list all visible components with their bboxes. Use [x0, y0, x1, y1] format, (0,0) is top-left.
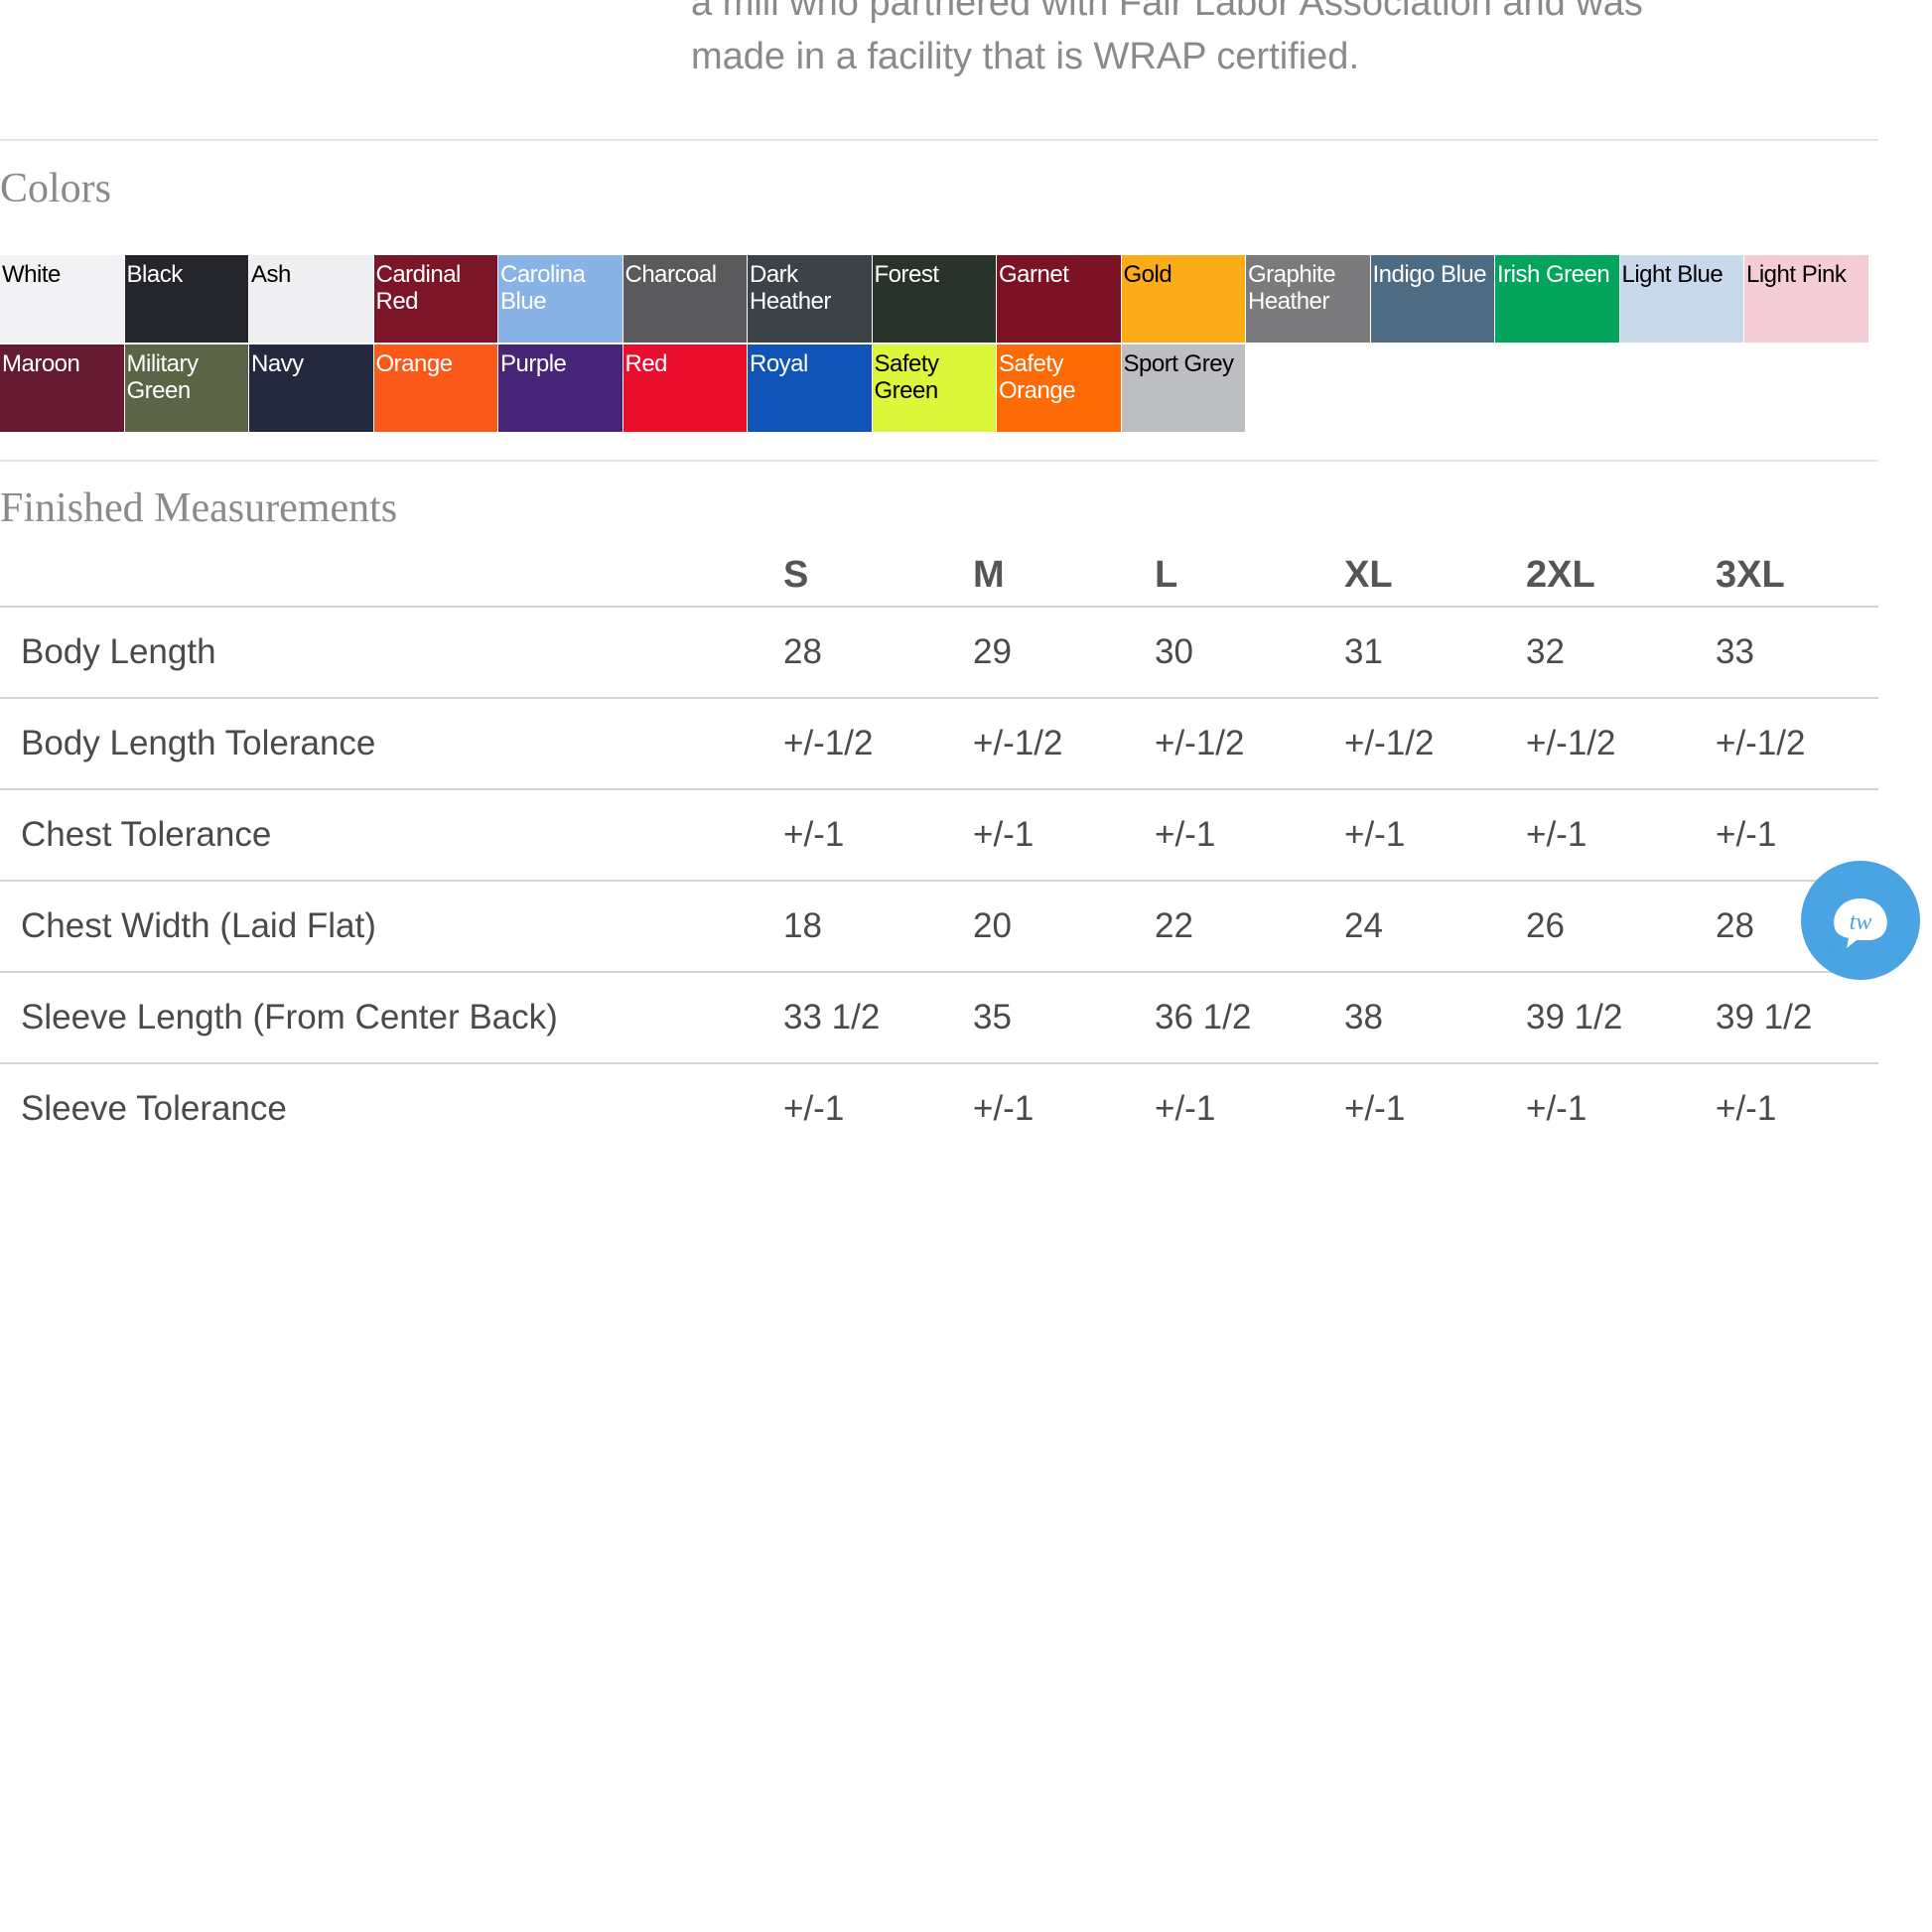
color-swatch-safety-orange[interactable]: Safety Orange	[997, 345, 1121, 432]
measurement-value: +/-1	[973, 789, 1155, 882]
measurement-value: 30	[1155, 607, 1344, 699]
measurement-value: +/-1	[783, 1089, 845, 1128]
measurement-label: Body Length	[0, 607, 783, 699]
chat-bubble-icon: tw	[1819, 879, 1902, 962]
divider	[0, 460, 1878, 462]
measurement-label: Body Length Tolerance	[0, 698, 783, 790]
table-row: Chest Tolerance +/-1 +/-1 +/-1 +/-1 +/-1 +/-1	[0, 789, 1878, 882]
table-row: Body Length 28 29 30 31 32 33	[0, 607, 1878, 699]
measurement-value: 20	[973, 881, 1155, 973]
row-label-header	[0, 544, 783, 608]
color-swatch-safety-green[interactable]: Safety Green	[872, 345, 996, 432]
size-header-row: S M L XL 2XL 3XL	[0, 544, 1878, 608]
measurement-label: Sleeve Length (From Center Back)	[0, 972, 783, 1064]
divider	[0, 139, 1878, 141]
color-swatch-forest[interactable]: Forest	[872, 255, 996, 343]
measurement-value: 39 1/2	[1526, 972, 1716, 1064]
measurement-value: +/-1	[1155, 1089, 1216, 1128]
table-row: Body Length Tolerance +/-1/2 +/-1/2 +/-1/2 +…	[0, 698, 1878, 790]
measurement-value: 32	[1526, 607, 1716, 699]
color-swatch-black[interactable]: Black	[124, 255, 248, 343]
measurement-value: +/-1	[1526, 789, 1716, 882]
size-header-m: M	[973, 544, 1155, 608]
measurement-label: Chest Width (Laid Flat)	[0, 881, 783, 973]
measurement-value: +/-1	[1344, 789, 1526, 882]
chat-widget-label: tw	[1850, 909, 1872, 935]
color-swatch-charcoal[interactable]: Charcoal	[622, 255, 747, 343]
measurement-label: Chest Tolerance	[0, 789, 783, 882]
measurement-value: 39 1/2	[1716, 972, 1878, 1064]
color-swatch-gold[interactable]: Gold	[1121, 255, 1245, 343]
color-swatch-navy[interactable]: Navy	[249, 345, 373, 432]
measurement-value: 31	[1344, 607, 1526, 699]
measurement-value: 38	[1344, 972, 1526, 1064]
measurement-value: +/-1/2	[1155, 698, 1344, 790]
color-swatch-maroon[interactable]: Maroon	[0, 345, 124, 432]
measurement-value: +/-1/2	[1526, 698, 1716, 790]
measurement-value: +/-1/2	[973, 698, 1155, 790]
product-description: a mill who partnered with Fair Labor Ass…	[691, 0, 1882, 83]
color-swatch-garnet[interactable]: Garnet	[997, 255, 1121, 343]
color-swatch-sport-grey[interactable]: Sport Grey	[1121, 345, 1245, 432]
chat-widget-button[interactable]: tw	[1801, 861, 1920, 980]
color-swatch-military-green[interactable]: Military Green	[124, 345, 248, 432]
table-row: Sleeve Tolerance +/-1 +/-1 +/-1 +/-1 +/-1 +/-1	[0, 1063, 1878, 1154]
color-swatch-white[interactable]: White	[0, 255, 124, 343]
color-swatch-light-blue[interactable]: Light Blue	[1619, 255, 1743, 343]
measurements-heading: Finished Measurements	[0, 485, 398, 531]
table-row: Sleeve Length (From Center Back) 33 1/2 35…	[0, 972, 1878, 1064]
size-chart-table: S M L XL 2XL 3XL Body Length 28 29 30 31 32 33 Body …	[0, 544, 1878, 1154]
description-line-1: a mill who partnered with Fair Labor Ass…	[691, 0, 1643, 24]
measurement-value: 28	[783, 607, 973, 699]
color-swatch-irish-green[interactable]: Irish Green	[1495, 255, 1619, 343]
measurement-value: 33	[1716, 607, 1878, 699]
description-line-2: made in a facility that is WRAP certifie…	[691, 36, 1359, 77]
measurement-value: 18	[783, 881, 973, 973]
measurement-label: Sleeve Tolerance	[21, 1089, 287, 1128]
size-header-3xl: 3XL	[1716, 544, 1878, 608]
measurement-value: 35	[973, 972, 1155, 1064]
color-swatch-light-pink[interactable]: Light Pink	[1744, 255, 1868, 343]
color-swatch-ash[interactable]: Ash	[249, 255, 373, 343]
color-swatch-indigo-blue[interactable]: Indigo Blue	[1370, 255, 1494, 343]
color-swatch-red[interactable]: Red	[622, 345, 747, 432]
measurement-value: +/-1/2	[1716, 698, 1878, 790]
color-swatch-dark-heather[interactable]: Dark Heather	[748, 255, 872, 343]
color-swatch-orange[interactable]: Orange	[373, 345, 497, 432]
measurement-value: +/-1	[1155, 789, 1344, 882]
measurement-value: 29	[973, 607, 1155, 699]
colors-heading: Colors	[0, 166, 112, 211]
color-swatch-purple[interactable]: Purple	[498, 345, 622, 432]
size-header-2xl: 2XL	[1526, 544, 1716, 608]
color-swatch-graphite-heather[interactable]: Graphite Heather	[1246, 255, 1370, 343]
measurement-value: +/-1	[1716, 1089, 1777, 1128]
measurement-value: 26	[1526, 881, 1716, 973]
measurement-value: 22	[1155, 881, 1344, 973]
color-swatch-cardinal-red[interactable]: Cardinal Red	[373, 255, 497, 343]
size-header-xl: XL	[1344, 544, 1526, 608]
measurement-value: +/-1	[783, 789, 973, 882]
measurement-value: 33 1/2	[783, 972, 973, 1064]
measurement-value: +/-1/2	[783, 698, 973, 790]
size-header-s: S	[783, 544, 973, 608]
measurement-value: +/-1	[973, 1089, 1035, 1128]
measurement-value: +/-1	[1344, 1089, 1406, 1128]
measurement-value: 24	[1344, 881, 1526, 973]
measurement-value: 36 1/2	[1155, 972, 1344, 1064]
color-swatch-carolina-blue[interactable]: Carolina Blue	[498, 255, 622, 343]
size-header-l: L	[1155, 544, 1344, 608]
color-swatch-grid: White Black Ash Cardinal Red Carolina Blue Ch…	[0, 255, 1868, 432]
table-row: Chest Width (Laid Flat) 18 20 22 24 26 28	[0, 881, 1878, 973]
measurement-value: +/-1	[1526, 1089, 1587, 1128]
measurement-value: +/-1/2	[1344, 698, 1526, 790]
color-swatch-royal[interactable]: Royal	[748, 345, 872, 432]
